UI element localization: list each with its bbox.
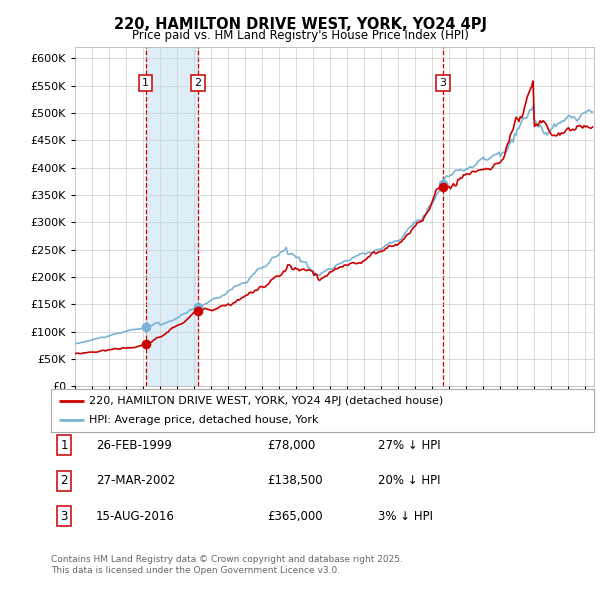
Point xyxy=(438,179,448,189)
Text: 3: 3 xyxy=(439,78,446,88)
Text: 220, HAMILTON DRIVE WEST, YORK, YO24 4PJ (detached house): 220, HAMILTON DRIVE WEST, YORK, YO24 4PJ… xyxy=(89,396,443,406)
Text: Contains HM Land Registry data © Crown copyright and database right 2025.: Contains HM Land Registry data © Crown c… xyxy=(51,555,403,563)
Text: This data is licensed under the Open Government Licence v3.0.: This data is licensed under the Open Gov… xyxy=(51,566,340,575)
Text: 27% ↓ HPI: 27% ↓ HPI xyxy=(378,439,440,452)
Text: 15-AUG-2016: 15-AUG-2016 xyxy=(96,510,175,523)
Text: 1: 1 xyxy=(142,78,149,88)
Text: 1: 1 xyxy=(61,439,68,452)
Text: 3: 3 xyxy=(61,510,68,523)
Text: 220, HAMILTON DRIVE WEST, YORK, YO24 4PJ: 220, HAMILTON DRIVE WEST, YORK, YO24 4PJ xyxy=(113,17,487,31)
Text: 27-MAR-2002: 27-MAR-2002 xyxy=(96,474,175,487)
Text: 20% ↓ HPI: 20% ↓ HPI xyxy=(378,474,440,487)
Text: £78,000: £78,000 xyxy=(267,439,315,452)
Bar xyxy=(146,47,198,386)
Point xyxy=(438,182,448,191)
Text: HPI: Average price, detached house, York: HPI: Average price, detached house, York xyxy=(89,415,319,425)
Text: £365,000: £365,000 xyxy=(267,510,323,523)
Point xyxy=(193,306,203,316)
Text: 2: 2 xyxy=(194,78,202,88)
Text: £138,500: £138,500 xyxy=(267,474,323,487)
Text: 2: 2 xyxy=(61,474,68,487)
Point xyxy=(141,339,151,349)
Point xyxy=(141,323,151,332)
Text: 3% ↓ HPI: 3% ↓ HPI xyxy=(378,510,433,523)
Point xyxy=(193,303,203,312)
Text: 26-FEB-1999: 26-FEB-1999 xyxy=(96,439,172,452)
Text: Price paid vs. HM Land Registry's House Price Index (HPI): Price paid vs. HM Land Registry's House … xyxy=(131,29,469,42)
